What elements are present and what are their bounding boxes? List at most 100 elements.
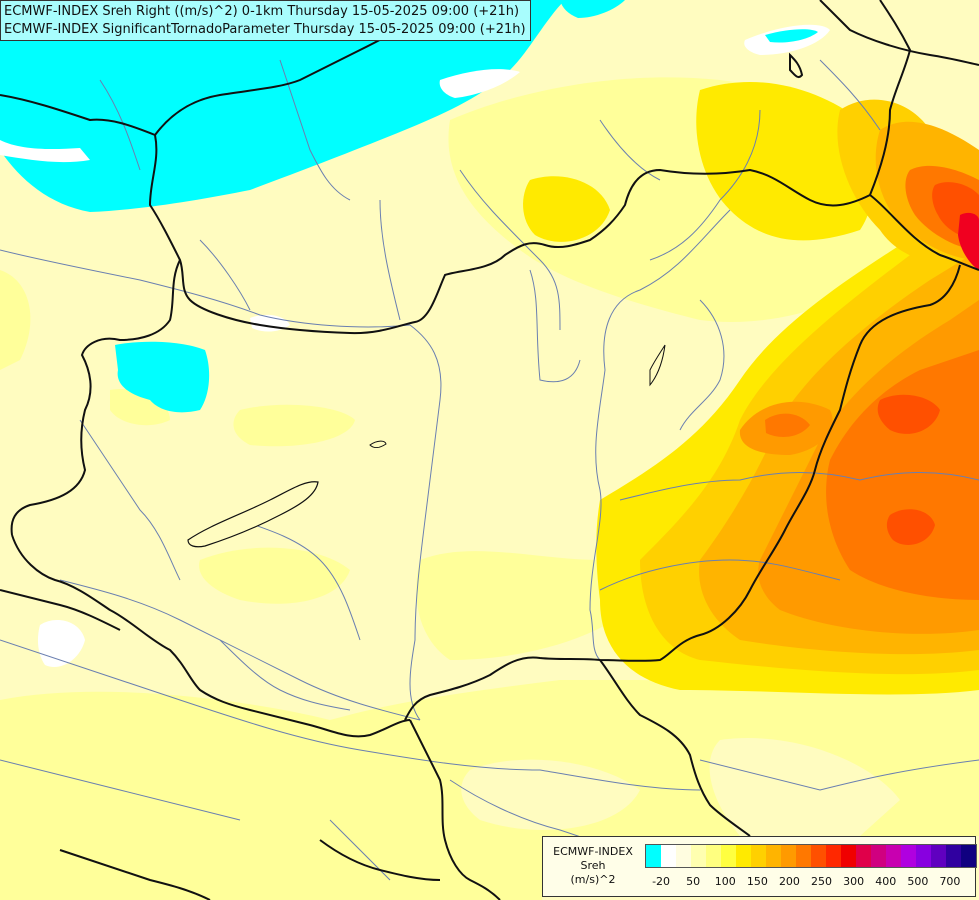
field-yellow-southwest — [199, 547, 350, 604]
field-white-sw — [37, 620, 85, 668]
color-legend: ECMWF-INDEX Sreh (m/s)^2 -20 50 100 150 200 2… — [542, 836, 977, 897]
field-white-nw — [0, 140, 90, 163]
legend-color-scale — [645, 844, 977, 868]
field-yellow-center-patch — [233, 404, 355, 447]
field-band-150-north — [696, 81, 875, 241]
legend-swatch — [901, 845, 916, 867]
river-north-1 — [379, 199, 401, 321]
river-ne-3 — [599, 119, 661, 181]
field-cyan-lake — [115, 341, 210, 413]
legend-swatch — [886, 845, 901, 867]
legend-swatch — [781, 845, 796, 867]
lake-balaton — [187, 481, 319, 548]
river-nw-3 — [99, 79, 141, 171]
field-band-500-a — [877, 394, 940, 434]
river-danube-west — [0, 249, 411, 328]
field-band-400-patch — [765, 413, 810, 437]
river-tisza — [589, 209, 731, 661]
legend-tick-label: 50 — [686, 875, 701, 888]
legend-tick-labels: -20 50 100 150 200 250 300 400 500 700 — [645, 875, 975, 889]
legend-tick-label: 700 — [939, 875, 961, 888]
legend-swatch — [931, 845, 946, 867]
field-band-150-north2 — [523, 176, 610, 242]
legend-unit: (m/s)^2 — [570, 873, 616, 886]
river-nw-2 — [279, 59, 351, 201]
river-sw-1 — [0, 759, 241, 821]
legend-swatch — [916, 845, 931, 867]
field-cream-south-b — [709, 738, 900, 836]
legend-swatch — [871, 845, 886, 867]
field-band-400 — [826, 350, 979, 600]
border-ne — [869, 0, 912, 196]
field-cyan-ne — [560, 0, 625, 18]
legend-swatch — [721, 845, 736, 867]
legend-model: ECMWF-INDEX — [553, 845, 633, 858]
border-north-main — [0, 94, 871, 335]
border-west — [10, 259, 181, 536]
border-ne-top — [819, 0, 979, 66]
river-north-2 — [459, 169, 561, 331]
map-title: ECMWF-INDEX Sreh Right ((m/s)^2) 0-1km T… — [0, 0, 531, 41]
field-white-north-strip — [439, 69, 520, 98]
legend-tick-label: 100 — [714, 875, 736, 888]
legend-swatch — [751, 845, 766, 867]
legend-swatch — [811, 845, 826, 867]
legend-swatch — [826, 845, 841, 867]
legend-tick-label: 400 — [875, 875, 897, 888]
legend-tick-label: -20 — [652, 875, 671, 888]
river-south-2 — [699, 759, 979, 791]
border-sw-2 — [59, 849, 211, 900]
river-ne-2 — [819, 59, 881, 131]
legend-swatch — [796, 845, 811, 867]
border-south-west — [11, 534, 411, 738]
title-line-1: ECMWF-INDEX Sreh Right ((m/s)^2) 0-1km T… — [4, 4, 520, 19]
river-west-1 — [79, 419, 181, 581]
lake-small-center — [369, 440, 387, 448]
legend-swatch — [646, 845, 661, 867]
field-cyan-lake-ne — [765, 29, 818, 43]
river-east-2 — [619, 472, 979, 501]
border-lake-ne — [789, 52, 804, 79]
legend-swatch — [676, 845, 691, 867]
field-band-700-north — [958, 212, 979, 270]
legend-tick-label: 300 — [843, 875, 865, 888]
river-danube-bend — [409, 324, 442, 721]
legend-swatch — [961, 845, 976, 867]
legend-tick-label: 200 — [778, 875, 800, 888]
border-east-main — [404, 264, 961, 721]
river-drava — [59, 579, 421, 721]
legend-swatch — [841, 845, 856, 867]
field-yellow-northwest — [0, 270, 31, 370]
legend-swatch — [946, 845, 961, 867]
river-nw-1 — [199, 239, 251, 311]
border-sw-lower — [0, 589, 121, 631]
border-south-east — [599, 659, 751, 837]
legend-swatch — [766, 845, 781, 867]
field-cream-south-a — [461, 759, 640, 830]
field-cyan-north — [0, 0, 565, 212]
legend-swatch — [856, 845, 871, 867]
river-east-1 — [679, 299, 725, 431]
river-east-3 — [599, 559, 841, 591]
legend-swatch — [706, 845, 721, 867]
lake-small-east — [649, 344, 666, 387]
rivers — [0, 59, 979, 881]
legend-swatch — [691, 845, 706, 867]
river-west-3 — [219, 639, 351, 711]
river-north-3 — [529, 269, 581, 383]
river-sava — [0, 639, 701, 791]
border-south — [409, 719, 501, 900]
title-line-2: ECMWF-INDEX SignificantTornadoParameter … — [4, 22, 526, 37]
river-south-3 — [329, 819, 391, 881]
border-east — [869, 194, 979, 271]
legend-swatch — [736, 845, 751, 867]
legend-tick-label: 150 — [746, 875, 768, 888]
legend-swatch — [661, 845, 676, 867]
river-ne-1 — [649, 109, 761, 261]
legend-param: Sreh — [580, 859, 606, 872]
field-yellow-midsouth — [416, 551, 640, 660]
legend-title: ECMWF-INDEX Sreh (m/s)^2 — [545, 845, 641, 887]
river-west-2 — [239, 519, 361, 641]
